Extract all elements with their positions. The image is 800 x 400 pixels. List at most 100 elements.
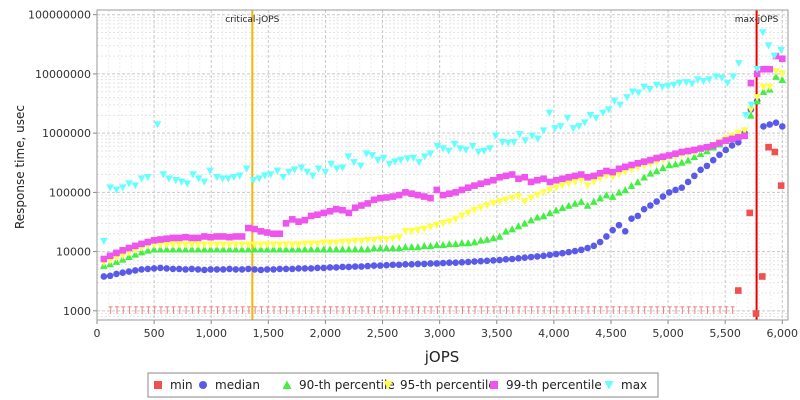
data-point — [464, 239, 472, 247]
data-point — [363, 245, 372, 253]
data-point — [172, 176, 180, 185]
data-point — [301, 240, 309, 248]
data-point — [778, 75, 787, 83]
data-point — [224, 175, 233, 183]
data-point — [545, 109, 554, 117]
data-point — [546, 251, 554, 259]
data-point — [351, 237, 359, 245]
data-point — [351, 263, 359, 270]
data-point — [263, 241, 271, 249]
x-tick-label: 5,000 — [652, 327, 684, 340]
data-point — [502, 172, 510, 180]
data-point — [772, 68, 780, 76]
data-point — [520, 198, 529, 206]
data-point — [150, 237, 158, 244]
data-point — [144, 246, 152, 254]
data-point — [521, 173, 529, 181]
data-point — [508, 255, 516, 263]
data-point — [533, 176, 541, 184]
data-point — [420, 153, 429, 161]
data-point — [527, 216, 535, 224]
data-point — [213, 245, 221, 253]
data-point — [426, 242, 435, 250]
y-tick-label: 1000000 — [42, 127, 91, 140]
data-point — [583, 182, 592, 190]
data-point — [389, 193, 397, 200]
legend-label: median — [215, 378, 260, 392]
data-point — [175, 245, 184, 253]
data-point — [658, 83, 667, 91]
data-point — [125, 244, 133, 252]
data-point — [137, 248, 146, 256]
data-point — [577, 246, 585, 254]
data-point — [709, 142, 717, 149]
data-point — [339, 206, 346, 214]
data-point — [735, 287, 742, 294]
data-point — [244, 241, 253, 249]
data-point — [546, 178, 554, 186]
data-point — [621, 228, 629, 235]
data-point — [414, 191, 422, 199]
data-point — [119, 269, 126, 277]
data-point — [439, 145, 447, 153]
data-point — [559, 175, 566, 183]
data-point — [486, 145, 494, 153]
data-point — [771, 148, 779, 156]
data-point — [672, 186, 679, 194]
data-point — [628, 215, 635, 222]
data-point — [297, 164, 306, 172]
data-point — [357, 245, 366, 253]
data-point — [615, 165, 623, 173]
data-point — [577, 197, 586, 205]
data-point — [498, 139, 507, 147]
x-tick-label: 4,000 — [538, 327, 570, 340]
data-point — [119, 247, 126, 254]
data-point — [621, 163, 629, 171]
data-point — [301, 265, 309, 272]
data-point — [182, 233, 189, 241]
data-point — [150, 245, 158, 253]
data-point — [364, 200, 371, 207]
data-point — [628, 161, 635, 169]
data-point — [672, 150, 679, 157]
data-point — [194, 175, 203, 183]
data-point — [231, 245, 240, 253]
data-point — [395, 261, 403, 269]
data-point — [230, 173, 238, 182]
data-point — [137, 175, 146, 183]
series-median — [100, 97, 786, 280]
data-point — [225, 241, 234, 249]
data-point — [705, 76, 713, 84]
data-point — [596, 238, 604, 246]
data-point — [382, 244, 391, 252]
data-point — [138, 266, 145, 273]
data-point — [269, 241, 278, 249]
data-point — [257, 228, 265, 235]
data-point — [483, 235, 491, 243]
data-point — [295, 218, 302, 225]
data-point — [370, 196, 378, 204]
legend-swatch — [154, 381, 162, 389]
data-point — [741, 112, 750, 120]
data-point — [546, 209, 554, 217]
data-point — [183, 180, 192, 188]
data-point — [740, 127, 749, 135]
data-point — [131, 242, 139, 250]
data-point — [100, 255, 108, 263]
data-point — [238, 245, 246, 253]
data-point — [270, 230, 277, 238]
data-point — [609, 168, 616, 176]
data-point — [358, 202, 365, 209]
data-point — [245, 224, 252, 232]
data-point — [395, 234, 403, 242]
data-point — [640, 158, 648, 165]
data-point — [397, 156, 405, 164]
data-point — [697, 145, 704, 152]
data-point — [249, 176, 258, 185]
data-point — [728, 135, 736, 143]
data-point — [339, 263, 346, 271]
data-point — [608, 192, 617, 200]
data-point — [332, 245, 341, 253]
data-point — [664, 82, 672, 91]
data-point — [206, 245, 215, 253]
